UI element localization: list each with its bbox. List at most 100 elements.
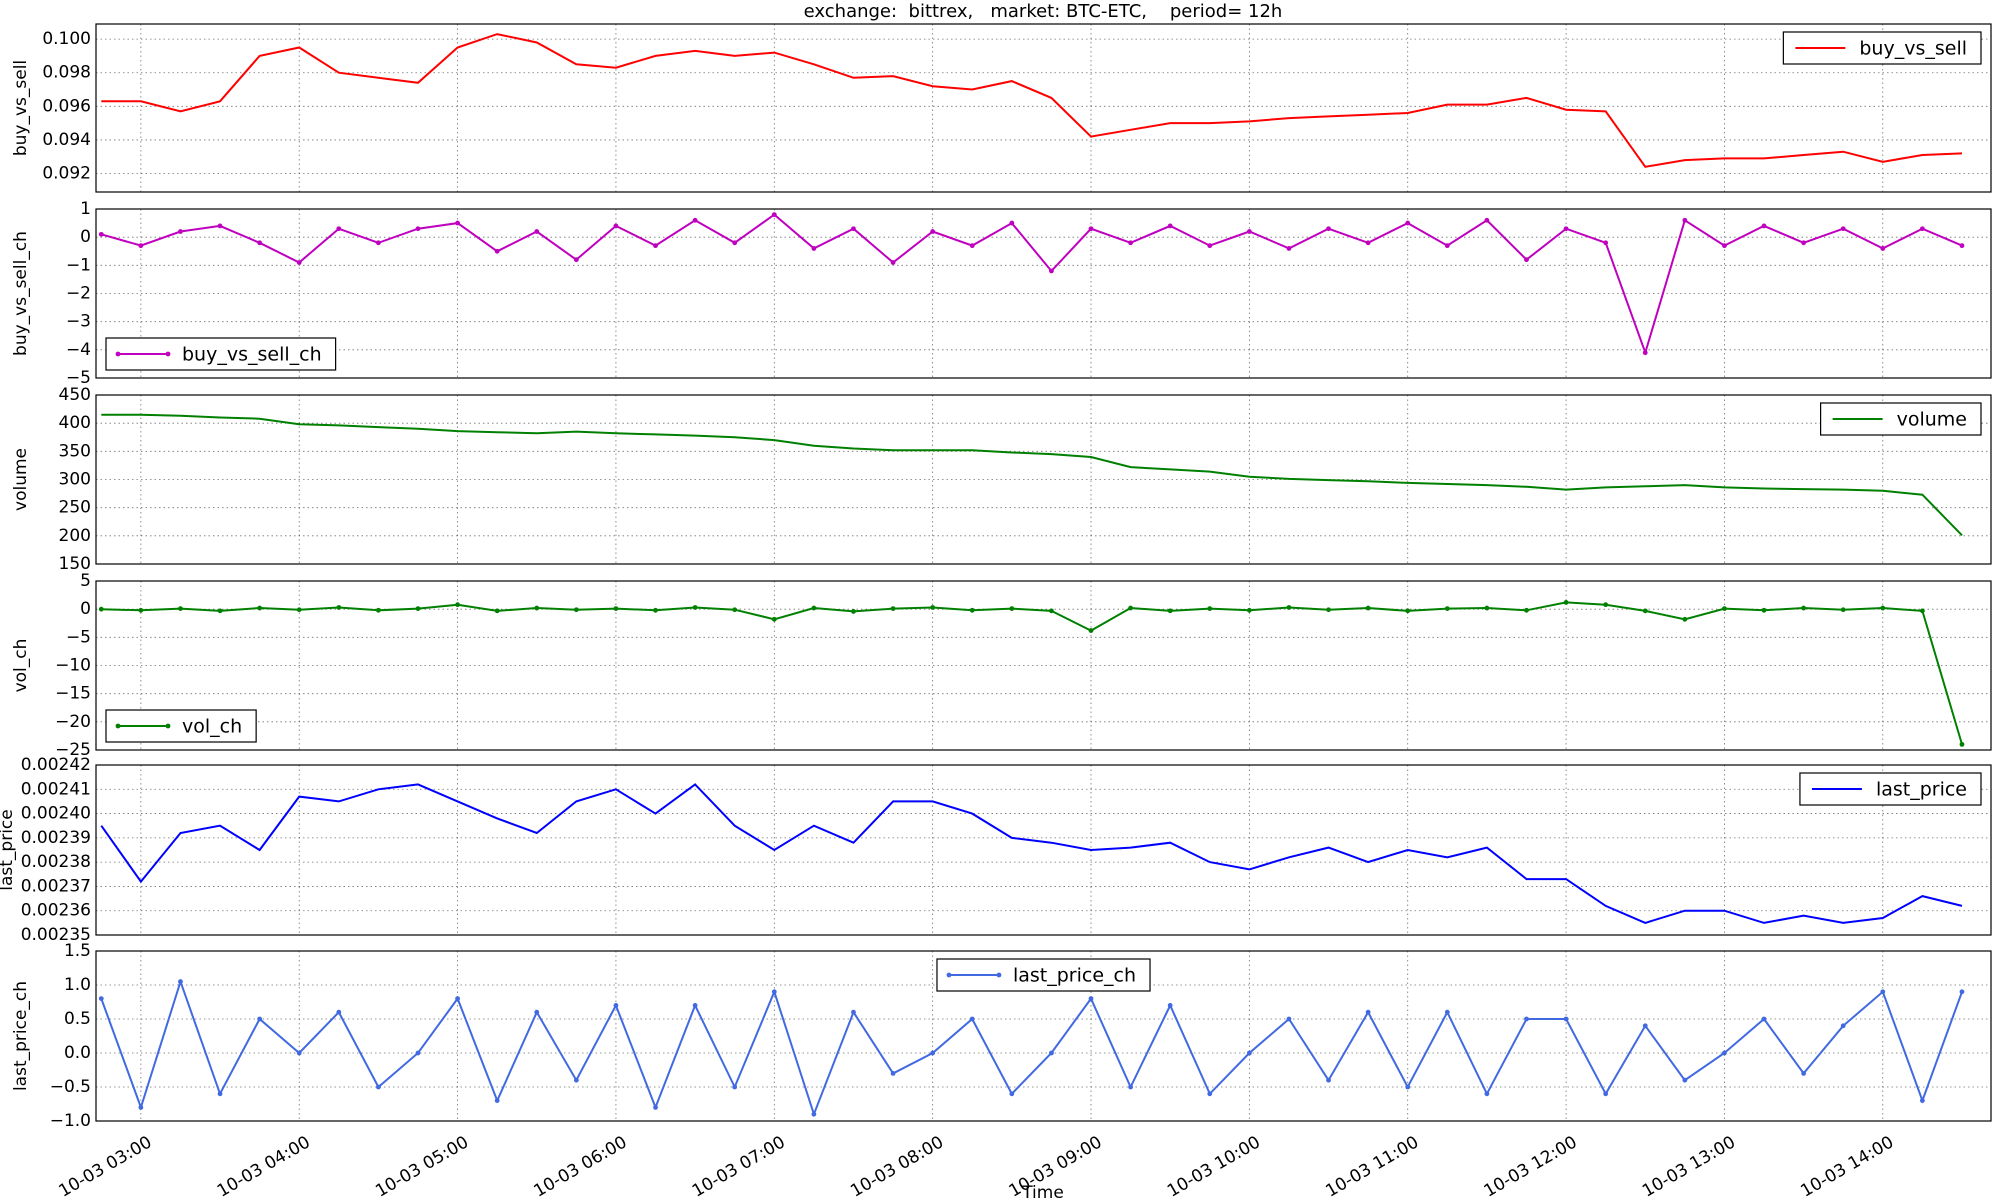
data-point — [771, 989, 777, 995]
data-point — [534, 605, 540, 611]
data-point — [1444, 1009, 1450, 1015]
y-axis-label: volume — [11, 448, 31, 511]
data-point — [771, 616, 777, 622]
y-tick-label: 5 — [80, 571, 91, 591]
data-point — [1207, 243, 1213, 249]
plot-frame — [95, 23, 1992, 193]
data-point — [1286, 605, 1292, 610]
y-tick-label: −5 — [66, 368, 91, 388]
data-point — [1682, 616, 1688, 622]
data-point — [455, 996, 460, 1001]
y-tick-label: 150 — [59, 554, 91, 574]
data-point — [692, 217, 698, 223]
data-point — [1563, 226, 1569, 232]
x-tick-label: 10-03 10:00 — [1164, 1132, 1264, 1200]
y-tick-label: 0 — [80, 599, 91, 619]
x-tick-label: 10-03 11:00 — [1322, 1132, 1422, 1200]
data-point — [1326, 1077, 1331, 1083]
data-point — [1761, 1016, 1767, 1022]
data-point — [376, 607, 381, 613]
legend: last_price — [1799, 772, 1982, 806]
data-point — [376, 240, 381, 246]
data-point — [1722, 606, 1727, 612]
data-point — [415, 1050, 421, 1056]
y-tick-label: 0.096 — [42, 96, 91, 116]
data-point — [336, 605, 342, 610]
data-point — [1049, 268, 1054, 274]
data-point — [1642, 1023, 1648, 1029]
x-axis-label: Time — [1021, 1183, 1064, 1200]
data-point — [930, 229, 936, 234]
data-point — [494, 1098, 500, 1103]
y-axis-label: vol_ch — [11, 639, 31, 693]
plot-frame — [95, 394, 1992, 565]
data-point — [257, 605, 263, 611]
data-point — [613, 606, 619, 612]
data-point — [732, 607, 738, 613]
data-point — [1246, 607, 1252, 613]
data-point — [376, 1084, 381, 1090]
data-point — [890, 260, 896, 265]
data-point — [1959, 243, 1965, 249]
data-point — [1128, 240, 1133, 246]
data-point — [1088, 226, 1094, 232]
data-point — [296, 1050, 302, 1056]
y-tick-label: 0.098 — [42, 63, 91, 83]
data-point — [178, 229, 183, 234]
data-point — [890, 606, 896, 612]
plot-frame — [95, 764, 1992, 936]
data-point — [1761, 607, 1767, 613]
data-point — [1919, 226, 1925, 232]
legend: volume — [1820, 402, 1982, 436]
data-point — [1444, 606, 1450, 612]
y-tick-label: 450 — [59, 385, 91, 405]
y-tick-label: −3 — [66, 312, 91, 332]
data-point — [1405, 220, 1411, 226]
data-point — [98, 996, 104, 1001]
y-tick-label: 0.094 — [42, 130, 91, 150]
y-tick-label: 0 — [80, 227, 91, 247]
legend-marker — [946, 972, 952, 978]
data-point — [969, 607, 975, 613]
data-point — [217, 223, 223, 229]
data-point — [1049, 1050, 1054, 1056]
data-point — [138, 243, 144, 249]
data-point — [1603, 240, 1609, 246]
data-point — [1840, 226, 1846, 232]
x-tick-label: 10-03 06:00 — [531, 1132, 631, 1200]
y-tick-label: 0.00236 — [21, 901, 91, 921]
data-point — [1207, 1091, 1213, 1097]
series-line — [101, 33, 1963, 168]
data-point — [1682, 1077, 1688, 1083]
data-point — [98, 231, 104, 237]
y-tick-label: −0.5 — [50, 1077, 91, 1097]
data-point — [296, 607, 302, 613]
legend-label: buy_vs_sell — [1859, 38, 1967, 60]
x-tick-label: 10-03 12:00 — [1481, 1132, 1581, 1200]
data-point — [1563, 1016, 1569, 1022]
series-line — [100, 783, 1963, 924]
data-point — [1484, 1091, 1490, 1097]
data-point — [1128, 1084, 1133, 1090]
data-point — [1049, 608, 1054, 614]
data-point — [1524, 607, 1529, 613]
data-point — [1880, 605, 1886, 611]
legend-marker — [115, 723, 121, 729]
data-point — [1563, 600, 1569, 605]
data-point — [1840, 607, 1846, 613]
data-point — [1919, 1098, 1925, 1103]
y-tick-label: 0.5 — [64, 1009, 91, 1029]
legend-marker — [996, 972, 1002, 978]
data-point — [811, 246, 817, 251]
data-point — [1088, 628, 1094, 633]
plot-frame — [95, 580, 1992, 751]
y-tick-label: 0.00239 — [21, 828, 91, 848]
legend: buy_vs_sell — [1782, 31, 1982, 65]
y-tick-label: 350 — [59, 441, 91, 461]
series-line — [101, 601, 1963, 745]
plot-frame — [95, 950, 1992, 1122]
data-point — [930, 605, 936, 610]
data-point — [1722, 243, 1727, 249]
data-point — [1365, 605, 1371, 611]
data-point — [1088, 996, 1094, 1001]
